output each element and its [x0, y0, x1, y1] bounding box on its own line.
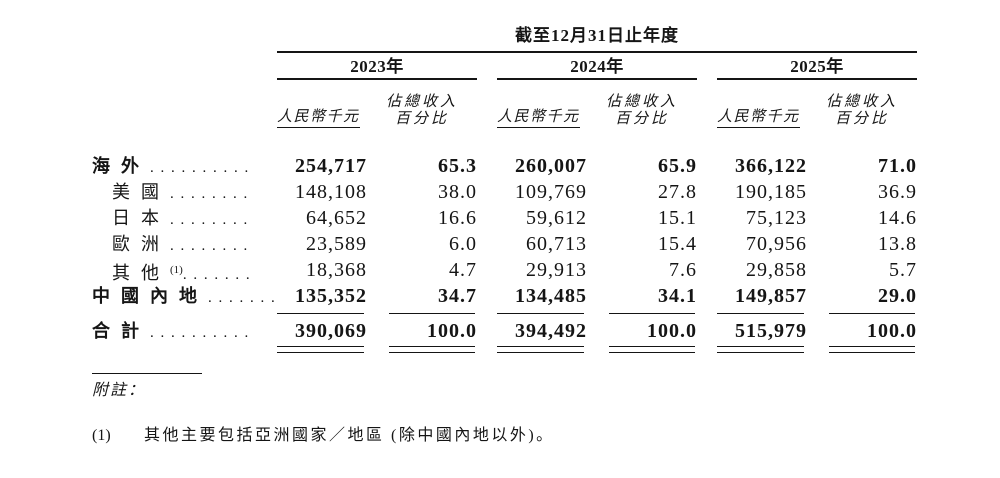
- pct-2025: 29.0: [878, 285, 917, 307]
- amount-2025: 75,123: [746, 207, 807, 229]
- pct-2025: 100.0: [867, 320, 917, 342]
- footnote-marker: (1): [92, 427, 111, 444]
- year-header-row: 2023年 2024年 2025年: [92, 53, 917, 80]
- amount-2023: 23,589: [306, 233, 367, 255]
- row-label: 海外: [92, 156, 150, 176]
- amount-2024: 60,713: [526, 233, 587, 255]
- spacer: [697, 53, 717, 80]
- amount-column-header-2024: 人民幣千元: [497, 109, 587, 128]
- amount-2024: 109,769: [515, 181, 587, 203]
- pct-2025: 13.8: [878, 233, 917, 255]
- column-header-row: 人民幣千元 佔總收入 百分比 人民幣千元 佔總收入 百分比 人民幣千元 佔總收入…: [92, 80, 917, 128]
- amount-2025: 190,185: [735, 181, 807, 203]
- row-label: 中國內地: [92, 286, 208, 306]
- amount-2023: 390,069: [295, 320, 367, 342]
- footnote-text: 其他主要包括亞洲國家／地區 (除中國內地以外)。: [144, 427, 555, 444]
- table-row-overseas: 海外. . . . . . . . . . 254,717 65.3 260,0…: [92, 153, 917, 179]
- pct-2023: 38.0: [438, 181, 477, 203]
- total-double-rule-row: [92, 346, 917, 354]
- leader-dots: . . . . . . . .: [170, 212, 249, 228]
- table-row-usa: 美國. . . . . . . . 148,108 38.0 109,769 2…: [92, 179, 917, 205]
- footnote-divider: [92, 373, 202, 374]
- pct-2023: 65.3: [438, 155, 477, 177]
- table-body: 海外. . . . . . . . . . 254,717 65.3 260,0…: [92, 153, 917, 354]
- leader-dots: . . . . . . . .: [170, 186, 249, 202]
- pct-2025: 36.9: [878, 181, 917, 203]
- amount-2025: 70,956: [746, 233, 807, 255]
- table-row-others: 其他(1). . . . . . . 18,368 4.7 29,913 7.6…: [92, 257, 917, 283]
- pct-2025: 5.7: [889, 259, 917, 281]
- amount-2025: 149,857: [735, 285, 807, 307]
- table-row-europe: 歐洲. . . . . . . . 23,589 6.0 60,713 15.4…: [92, 231, 917, 257]
- pct-2023: 16.6: [438, 207, 477, 229]
- pct-2023: 4.7: [449, 259, 477, 281]
- table-top-rule: [277, 51, 917, 53]
- pct-2023: 100.0: [427, 320, 477, 342]
- leader-dots: . . . . . . . .: [170, 238, 249, 254]
- footnote-1: (1) 其他主要包括亞洲國家／地區 (除中國內地以外)。: [92, 426, 917, 446]
- amount-2023: 254,717: [295, 155, 367, 177]
- amount-2023: 135,352: [295, 285, 367, 307]
- table-row-mainland-china: 中國內地. . . . . . . 135,352 34.7 134,485 3…: [92, 283, 917, 309]
- pct-column-header-2023: 佔總收入 百分比: [385, 94, 458, 127]
- table-title: 截至12月31日止年度: [515, 26, 679, 45]
- subtotal-rule-row: [92, 313, 917, 315]
- footnote-ref: (1): [170, 264, 183, 276]
- amount-2024: 59,612: [526, 207, 587, 229]
- leader-dots: . . . . . . .: [208, 290, 277, 306]
- pct-2023: 6.0: [449, 233, 477, 255]
- leader-dots: . . . . . . .: [182, 267, 252, 283]
- pct-2024: 34.1: [658, 285, 697, 307]
- year-header-2023: 2023年: [277, 53, 477, 80]
- pct-2025: 71.0: [878, 155, 917, 177]
- leader-dots: . . . . . . . . . .: [150, 160, 250, 176]
- pct-2025: 14.6: [878, 207, 917, 229]
- amount-2024: 134,485: [515, 285, 587, 307]
- pct-2024: 65.9: [658, 155, 697, 177]
- revenue-by-region-table: 截至12月31日止年度 2023年 2024年 2025年 人民幣千元 佔總收入…: [92, 26, 917, 446]
- pct-column-header-2024: 佔總收入 百分比: [605, 94, 678, 127]
- row-label: 歐洲: [112, 234, 170, 254]
- pct-2024: 7.6: [669, 259, 697, 281]
- pct-2024: 15.1: [658, 207, 697, 229]
- pct-2024: 15.4: [658, 233, 697, 255]
- row-label: 美國: [112, 182, 170, 202]
- amount-2025: 515,979: [735, 320, 807, 342]
- amount-2024: 260,007: [515, 155, 587, 177]
- amount-2025: 366,122: [735, 155, 807, 177]
- year-header-2024: 2024年: [497, 53, 697, 80]
- row-label: 日本: [112, 208, 170, 228]
- pct-column-header-2025: 佔總收入 百分比: [825, 94, 898, 127]
- spacer: [92, 53, 277, 80]
- row-label: 合計: [92, 321, 150, 341]
- year-header-2025: 2025年: [717, 53, 917, 80]
- amount-2023: 148,108: [295, 181, 367, 203]
- pct-2024: 27.8: [658, 181, 697, 203]
- notes-heading: 附註：: [92, 382, 147, 399]
- amount-2024: 394,492: [515, 320, 587, 342]
- leader-dots: . . . . . . . . . .: [150, 325, 250, 341]
- pct-2024: 100.0: [647, 320, 697, 342]
- table-row-total: 合計. . . . . . . . . . 390,069 100.0 394,…: [92, 318, 917, 344]
- amount-column-header-2025: 人民幣千元: [717, 109, 807, 128]
- amount-2023: 18,368: [306, 259, 367, 281]
- amount-column-header-2023: 人民幣千元: [277, 109, 367, 128]
- amount-2024: 29,913: [526, 259, 587, 281]
- row-label: 其他: [112, 263, 170, 283]
- amount-2023: 64,652: [306, 207, 367, 229]
- spacer: [477, 53, 497, 80]
- table-row-japan: 日本. . . . . . . . 64,652 16.6 59,612 15.…: [92, 205, 917, 231]
- amount-2025: 29,858: [746, 259, 807, 281]
- pct-2023: 34.7: [438, 285, 477, 307]
